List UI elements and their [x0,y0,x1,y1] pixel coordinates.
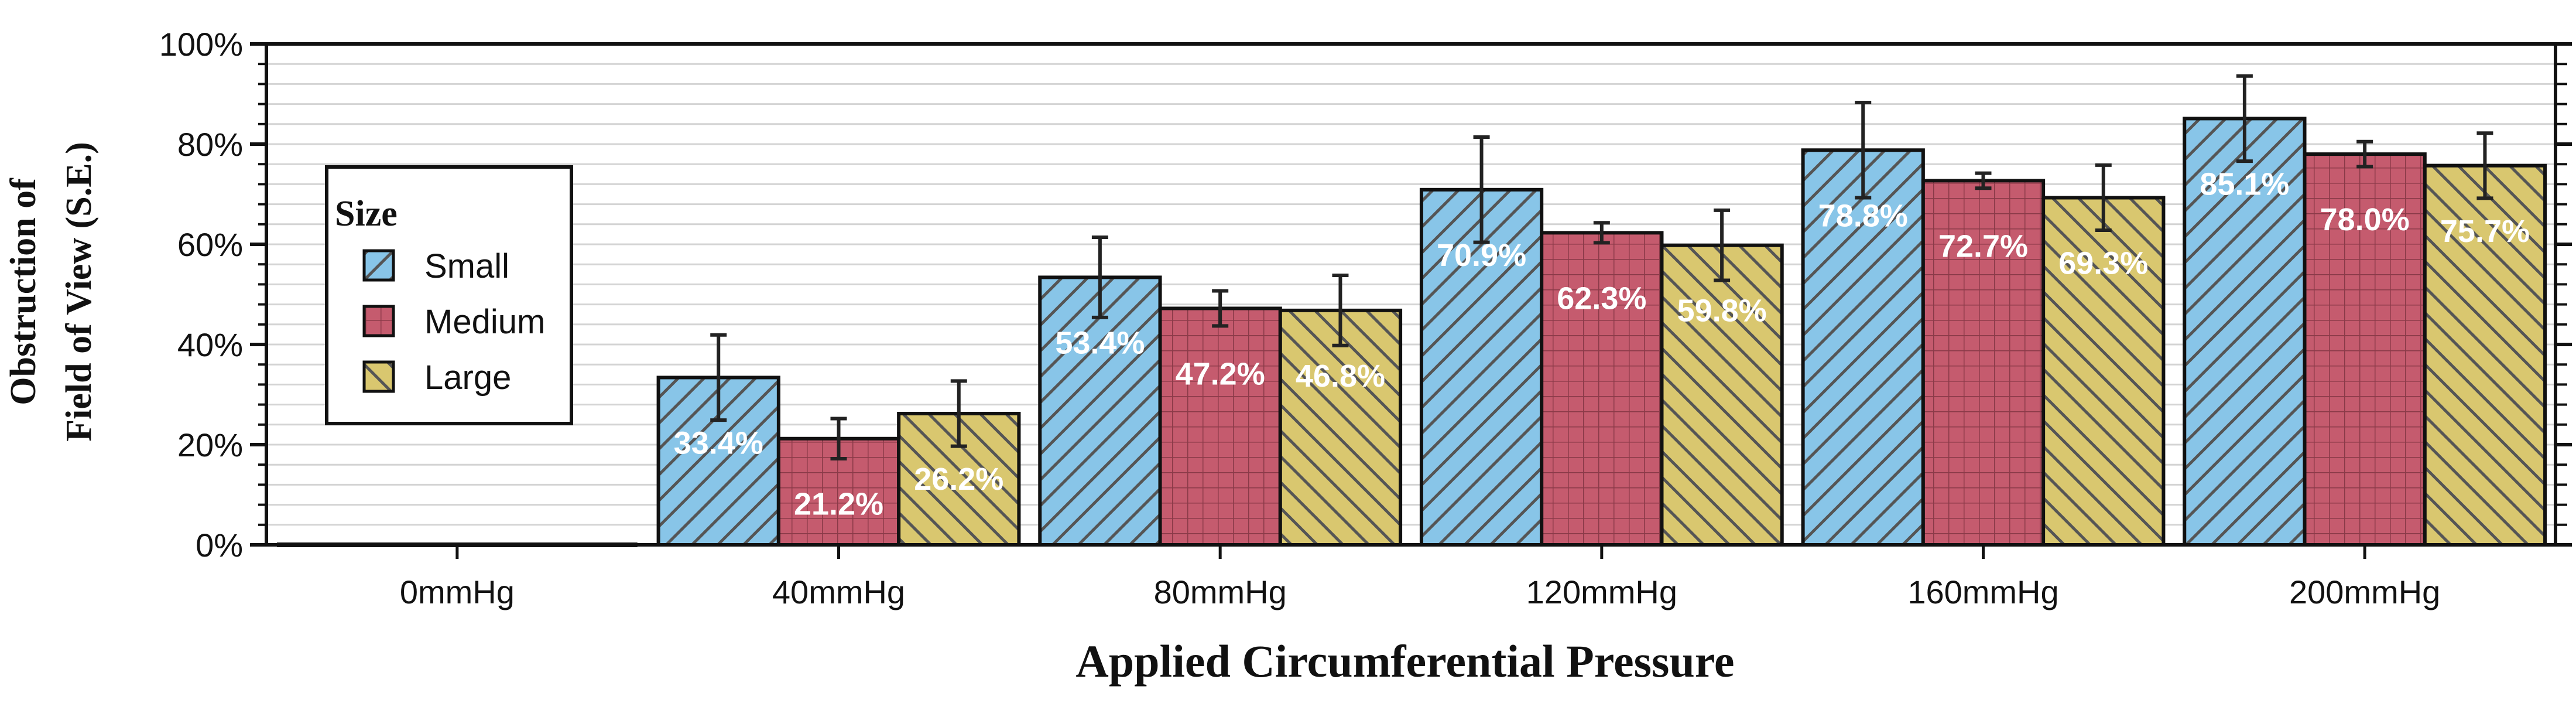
bar-large-160mmhg-hatch [2043,197,2164,545]
legend-swatch-hatch-small [364,251,393,280]
y-tick-label: 20% [177,426,243,463]
legend-item-medium: Medium [362,303,545,341]
bar-medium-120mmhg-hatch [1542,233,1662,545]
x-tick-label: 120mmHg [1526,574,1677,610]
data-label-large: 75.7% [2440,214,2530,249]
data-label-large: 46.8% [1296,359,1385,394]
data-label-small: 70.9% [1437,238,1526,273]
legend-swatch-hatch-medium [364,306,393,336]
bar-medium-200mmhg-hatch [2304,154,2425,545]
y-tick-label: 60% [177,226,243,263]
data-label-medium: 47.2% [1176,356,1265,391]
x-tick-label: 40mmHg [772,574,905,610]
bar-large-80mmhg-hatch [1280,310,1401,545]
y-tick-label: 100% [159,26,243,63]
legend-title: Size [335,194,398,234]
bar-medium-80mmhg-hatch [1160,308,1280,545]
bar-small-160mmhg-hatch [1803,150,1923,545]
data-label-small: 85.1% [2200,166,2289,202]
legend-swatch-outline-large [362,360,395,393]
x-tick-label: 160mmHg [1907,574,2058,610]
error-bars [710,74,2493,460]
bar-small-200mmhg-hatch [2184,118,2305,545]
legend-swatch-outline-small [362,249,395,282]
y-tick-label: 40% [177,326,243,363]
gridlines [266,63,2556,526]
data-label-small: 33.4% [674,425,763,460]
data-label-small: 78.8% [1818,198,1908,233]
legend-swatch-outline-medium [362,305,395,337]
legend-label-small: Small [424,247,509,285]
y-axis-title-line1: Obstruction of [4,178,43,405]
data-label-large: 26.2% [914,462,1003,497]
data-label-large: 69.3% [2058,245,2148,281]
data-label-small: 53.4% [1055,325,1145,360]
data-label-medium: 62.3% [1557,281,1646,316]
x-tick-label: 200mmHg [2289,574,2440,610]
axes: 0% 20% 40% 60% 80% 100% 0mmHg 40mmHg 80mmHg 120mm… [159,26,2572,610]
data-label-medium: 21.2% [794,487,883,522]
legend-item-small: Small [362,247,509,285]
bar-medium-160mmhg-hatch [1923,180,2044,545]
x-tick-label: 0mmHg [400,574,515,610]
legend-item-large: Large [362,359,511,397]
y-tick-label: 80% [177,126,243,163]
data-label-large: 59.8% [1677,294,1767,329]
y-axis-title-line2: Field of View (S.E.) [59,142,99,441]
x-tick-label: 80mmHg [1154,574,1287,610]
bar-large-120mmhg-hatch [1662,245,1782,545]
data-label-medium: 72.7% [1938,228,2028,264]
x-axis-title: Applied Circumferential Pressure [1075,636,1734,687]
bar-small-80mmhg-hatch [1040,277,1160,545]
legend-label-medium: Medium [424,303,545,341]
legend-label-large: Large [424,359,511,397]
data-label-medium: 78.0% [2320,202,2410,237]
bar-small-120mmhg-hatch [1421,189,1542,545]
y-tick-label: 0% [196,527,243,564]
legend: Size Small Medium Large [325,165,573,425]
data-labels: 33.4% 21.2% 26.2% 53.4% 47.2% 46.8% 70.9% 62.3%… [674,166,2530,521]
plot-frame [265,42,2557,547]
bar-large-200mmhg-hatch [2424,165,2546,545]
legend-swatch-hatch-large [364,362,393,391]
